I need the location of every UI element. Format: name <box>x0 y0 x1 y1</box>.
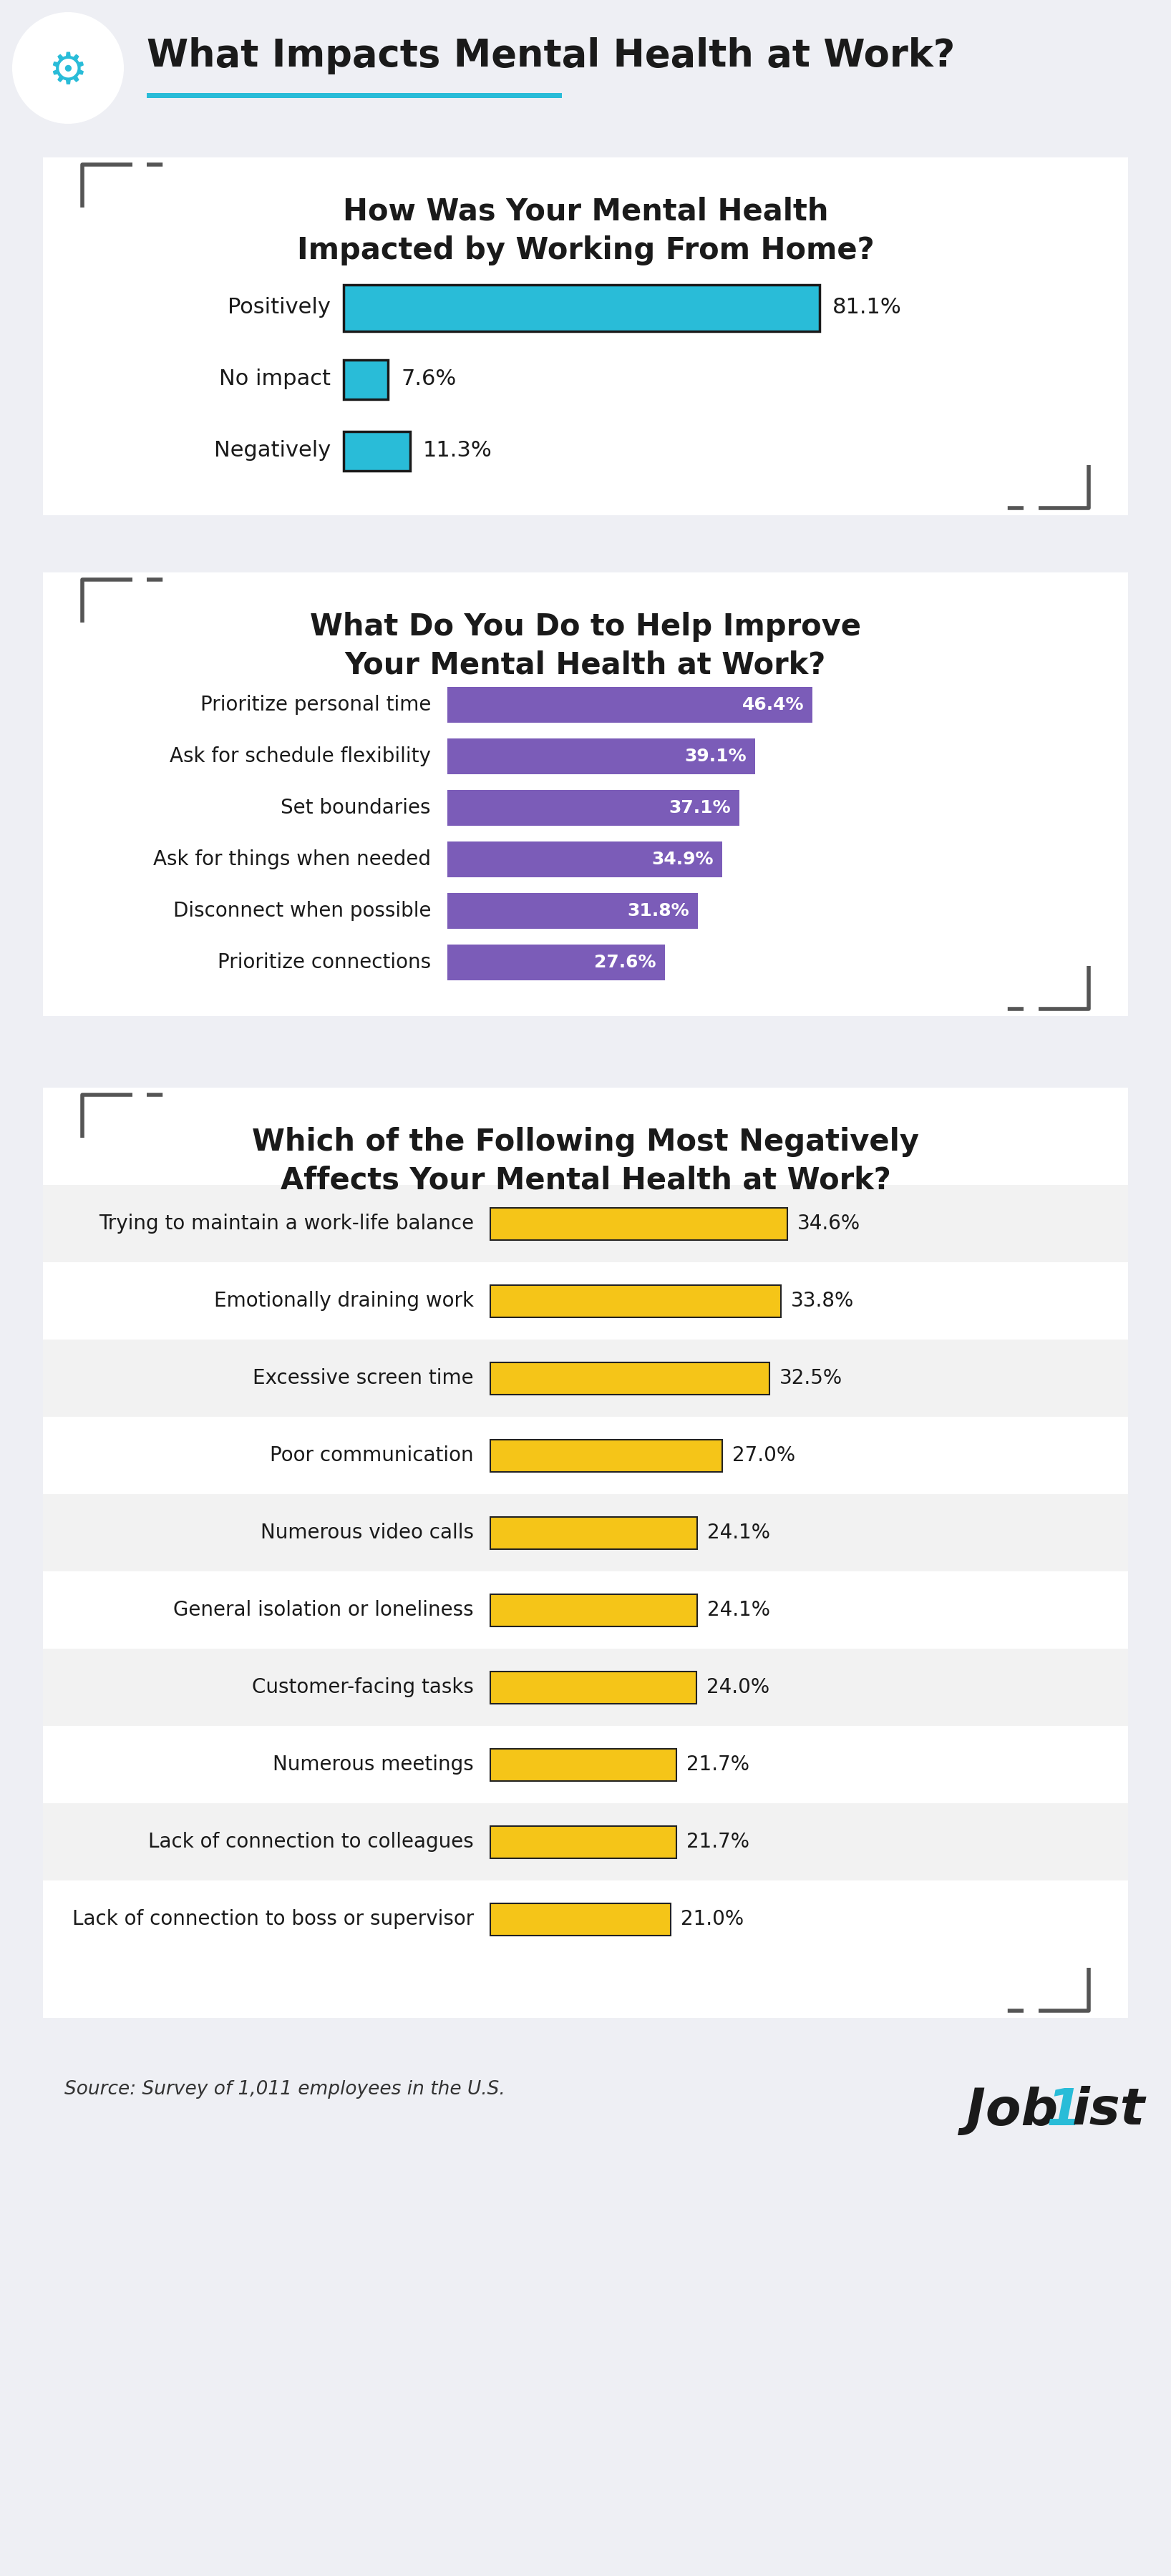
Bar <box>447 688 813 724</box>
Text: 21.7%: 21.7% <box>686 1832 749 1852</box>
Bar <box>43 1726 1128 1803</box>
Bar <box>491 1363 769 1394</box>
Text: Prioritize personal time: Prioritize personal time <box>200 696 431 714</box>
Text: 37.1%: 37.1% <box>669 799 731 817</box>
Text: 33.8%: 33.8% <box>790 1291 854 1311</box>
Text: Poor communication: Poor communication <box>271 1445 474 1466</box>
Bar <box>447 894 698 930</box>
Text: Disconnect when possible: Disconnect when possible <box>173 902 431 922</box>
Text: 34.9%: 34.9% <box>651 850 713 868</box>
Bar <box>146 93 562 98</box>
Text: What Impacts Mental Health at Work?: What Impacts Mental Health at Work? <box>146 36 956 75</box>
Bar <box>447 842 723 878</box>
Bar <box>43 1649 1128 1726</box>
Bar <box>43 572 1128 1015</box>
Text: Customer-facing tasks: Customer-facing tasks <box>252 1677 474 1698</box>
Text: Negatively: Negatively <box>214 440 330 461</box>
Text: Prioritize connections: Prioritize connections <box>218 953 431 971</box>
Bar <box>447 791 739 827</box>
Bar <box>491 1904 671 1935</box>
Bar <box>43 1087 1128 2017</box>
Bar <box>491 1440 723 1471</box>
Text: 27.6%: 27.6% <box>594 953 656 971</box>
Text: ist: ist <box>1073 2087 1145 2136</box>
Text: Source: Survey of 1,011 employees in the U.S.: Source: Survey of 1,011 employees in the… <box>64 2081 505 2099</box>
Text: 24.0%: 24.0% <box>706 1677 769 1698</box>
Bar <box>447 945 665 981</box>
Text: 11.3%: 11.3% <box>423 440 492 461</box>
Bar <box>43 1803 1128 1880</box>
Text: 1: 1 <box>1047 2087 1082 2136</box>
Text: Lack of connection to colleagues: Lack of connection to colleagues <box>149 1832 474 1852</box>
Bar <box>43 1571 1128 1649</box>
Text: Excessive screen time: Excessive screen time <box>253 1368 474 1388</box>
Text: What Do You Do to Help Improve
Your Mental Health at Work?: What Do You Do to Help Improve Your Ment… <box>310 613 861 680</box>
Bar <box>491 1208 787 1239</box>
Bar <box>43 1880 1128 1958</box>
Bar <box>491 1285 781 1316</box>
Bar <box>343 361 388 399</box>
Text: 81.1%: 81.1% <box>833 296 902 317</box>
Text: ⚙: ⚙ <box>48 52 88 93</box>
Bar <box>343 283 820 330</box>
Text: Set boundaries: Set boundaries <box>281 799 431 819</box>
Bar <box>43 1494 1128 1571</box>
Text: Positively: Positively <box>227 296 330 317</box>
Bar <box>491 1749 677 1780</box>
Text: Which of the Following Most Negatively
Affects Your Mental Health at Work?: Which of the Following Most Negatively A… <box>252 1128 919 1195</box>
Text: 34.6%: 34.6% <box>797 1213 861 1234</box>
Text: 24.1%: 24.1% <box>707 1522 771 1543</box>
Text: 24.1%: 24.1% <box>707 1600 771 1620</box>
Bar <box>447 739 755 775</box>
Bar <box>491 1826 677 1857</box>
Text: Job: Job <box>966 2087 1059 2136</box>
Bar <box>491 1672 697 1703</box>
Text: Lack of connection to boss or supervisor: Lack of connection to boss or supervisor <box>73 1909 474 1929</box>
Text: Trying to maintain a work-life balance: Trying to maintain a work-life balance <box>98 1213 474 1234</box>
Text: 31.8%: 31.8% <box>628 902 690 920</box>
Bar <box>43 157 1128 515</box>
Bar <box>491 1517 697 1548</box>
Bar <box>43 1340 1128 1417</box>
Circle shape <box>12 13 124 124</box>
Text: Ask for schedule flexibility: Ask for schedule flexibility <box>170 747 431 768</box>
Text: 32.5%: 32.5% <box>780 1368 843 1388</box>
Bar <box>0 0 1171 144</box>
Text: Numerous video calls: Numerous video calls <box>260 1522 474 1543</box>
Text: General isolation or loneliness: General isolation or loneliness <box>173 1600 474 1620</box>
Bar <box>43 1185 1128 1262</box>
Text: Emotionally draining work: Emotionally draining work <box>214 1291 474 1311</box>
Text: How Was Your Mental Health
Impacted by Working From Home?: How Was Your Mental Health Impacted by W… <box>296 196 875 265</box>
Bar <box>43 1262 1128 1340</box>
Text: Ask for things when needed: Ask for things when needed <box>153 850 431 871</box>
Text: 27.0%: 27.0% <box>732 1445 795 1466</box>
Text: 21.0%: 21.0% <box>680 1909 744 1929</box>
Text: 21.7%: 21.7% <box>686 1754 749 1775</box>
Text: 46.4%: 46.4% <box>742 696 804 714</box>
Bar <box>491 1595 697 1625</box>
Text: 39.1%: 39.1% <box>685 747 747 765</box>
Bar <box>343 430 410 471</box>
Text: No impact: No impact <box>219 368 330 389</box>
Bar <box>43 1417 1128 1494</box>
Text: Numerous meetings: Numerous meetings <box>273 1754 474 1775</box>
Text: 7.6%: 7.6% <box>400 368 457 389</box>
